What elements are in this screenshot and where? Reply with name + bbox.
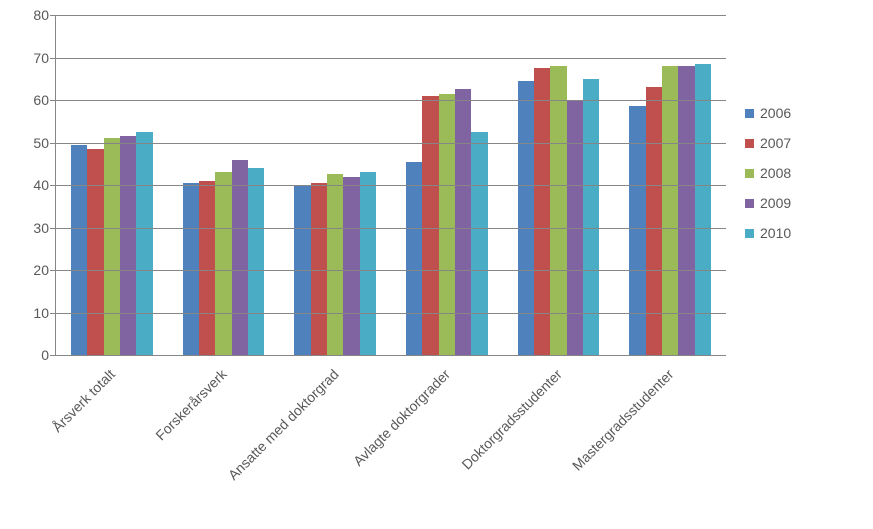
x-axis-label: Ansatte med doktorgrad	[225, 366, 342, 483]
x-axis-labels: Årsverk totaltForskerårsverkAnsatte med …	[55, 360, 725, 520]
gridline	[56, 313, 726, 314]
legend-item: 2010	[745, 225, 791, 241]
bar	[471, 132, 487, 355]
x-axis-label: Forskerårsverk	[152, 366, 229, 443]
y-tick-label: 0	[9, 347, 49, 363]
bar	[104, 138, 120, 355]
legend-item: 2008	[745, 165, 791, 181]
bar	[87, 149, 103, 355]
y-tick-label: 60	[9, 92, 49, 108]
x-axis-label: Avlagte doktorgrader	[350, 366, 453, 469]
bar	[583, 79, 599, 355]
bar	[629, 106, 645, 355]
gridline	[56, 143, 726, 144]
y-tick-label: 20	[9, 262, 49, 278]
legend-swatch	[745, 139, 754, 148]
x-axis-label: Doktorgradsstudenter	[458, 366, 565, 473]
legend-swatch	[745, 229, 754, 238]
bar	[406, 162, 422, 355]
gridline	[56, 228, 726, 229]
bar	[455, 89, 471, 355]
legend: 2006 2007 2008 2009 2010	[745, 105, 791, 255]
plot-area	[55, 15, 726, 356]
legend-swatch	[745, 199, 754, 208]
bar	[327, 174, 343, 355]
y-tick-label: 30	[9, 220, 49, 236]
x-axis-label: Mastergradsstudenter	[569, 366, 677, 474]
legend-label: 2008	[760, 165, 791, 181]
legend-item: 2007	[745, 135, 791, 151]
legend-label: 2010	[760, 225, 791, 241]
gridline	[56, 58, 726, 59]
bar	[232, 160, 248, 356]
bar	[311, 183, 327, 355]
gridline	[56, 185, 726, 186]
y-tick-label: 80	[9, 7, 49, 23]
legend-swatch	[745, 169, 754, 178]
bar	[695, 64, 711, 355]
legend-item: 2009	[745, 195, 791, 211]
bar	[248, 168, 264, 355]
bar	[215, 172, 231, 355]
gridline	[56, 15, 726, 16]
bar	[120, 136, 136, 355]
y-axis-ticks: 01020304050607080	[0, 15, 55, 355]
y-tick-label: 70	[9, 50, 49, 66]
bar	[518, 81, 534, 355]
bar	[183, 183, 199, 355]
y-tick-label: 40	[9, 177, 49, 193]
legend-item: 2006	[745, 105, 791, 121]
y-tick-label: 10	[9, 305, 49, 321]
bar	[422, 96, 438, 355]
legend-swatch	[745, 109, 754, 118]
legend-label: 2009	[760, 195, 791, 211]
legend-label: 2006	[760, 105, 791, 121]
bar	[136, 132, 152, 355]
bar	[360, 172, 376, 355]
legend-label: 2007	[760, 135, 791, 151]
x-axis-label: Årsverk totalt	[49, 366, 118, 435]
bar	[71, 145, 87, 355]
bar	[646, 87, 662, 355]
y-tick-label: 50	[9, 135, 49, 151]
gridline	[56, 100, 726, 101]
bar	[343, 177, 359, 356]
bar	[439, 94, 455, 355]
gridline	[56, 270, 726, 271]
bar	[199, 181, 215, 355]
chart-container: 01020304050607080 Årsverk totaltForskerå…	[0, 0, 873, 529]
